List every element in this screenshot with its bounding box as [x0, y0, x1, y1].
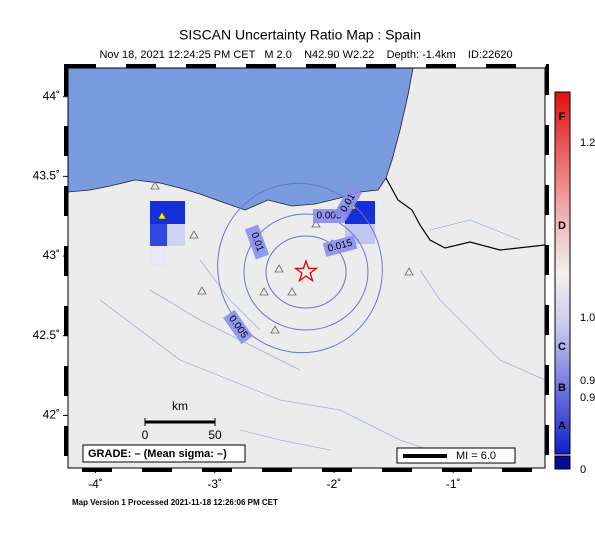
scale-start: 0 — [142, 428, 149, 442]
mi: MI = 6.0 — [456, 450, 496, 462]
rivers — [99, 219, 545, 461]
stations — [150, 181, 414, 334]
lat-tick-label: 42.5˚ — [33, 328, 60, 342]
colorbar-label: F — [559, 111, 566, 123]
scale-unit: km — [172, 399, 188, 413]
lon-tick-label: -2˚ — [327, 477, 342, 491]
title: SISCAN Uncertainty Ratio Map : Spain — [179, 27, 421, 43]
lon-tick-label: -4˚ — [88, 477, 103, 491]
sea — [68, 68, 414, 211]
station-active — [157, 211, 167, 220]
colorbar-label: B — [558, 382, 566, 394]
colorbar — [554, 91, 571, 455]
colorbar-label: C — [558, 341, 566, 353]
scale-bar: km 0 50 — [142, 399, 222, 442]
contour-label: 0.015 — [322, 235, 358, 257]
border — [385, 177, 545, 251]
lon-tick-label: -1˚ — [446, 477, 461, 491]
lat-tick-label: 42˚ — [43, 408, 60, 422]
epicenter — [293, 259, 319, 283]
contour-label: 0.01 — [244, 224, 270, 260]
scale-end-label: 50 — [208, 428, 222, 442]
colorbar-label: 0 — [580, 464, 586, 476]
colorbar-label: D — [558, 220, 566, 232]
colorbar-label: 0.9 — [580, 392, 595, 404]
mi-box — [396, 447, 516, 464]
colorbar-label: 1.2 — [580, 137, 595, 149]
contour-label-bg — [244, 224, 270, 260]
colorbar-label: 1.0 — [580, 312, 595, 324]
colorbar-label: A — [558, 420, 566, 432]
contour-label-bg — [333, 185, 363, 221]
subtitle: Nov 18, 2021 12:24:25 PM CET M 2.0 N42.9… — [99, 49, 512, 61]
contour-label-bg — [223, 309, 253, 345]
lon-tick-label: -3˚ — [207, 477, 222, 491]
lat-tick-label: 43.5˚ — [33, 169, 60, 183]
lat-tick-label: 44˚ — [43, 89, 60, 103]
contour-label-bg — [322, 235, 358, 257]
grade: GRADE: – (Mean sigma: –) — [88, 448, 227, 460]
colorbar-base — [554, 455, 571, 470]
grade-box — [82, 444, 246, 463]
frame-ticks — [64, 64, 549, 472]
contours — [217, 182, 383, 354]
lat-tick-label: 43˚ — [43, 248, 60, 262]
contour-label-text: 0.005 — [316, 211, 341, 222]
footer: Map Version 1 Processed 2021-11-18 12:26… — [72, 498, 278, 507]
colorbar-label: 0.9 — [580, 375, 595, 387]
colorbar-labels: F 1.2 D 1.0 C 0.9 B 0.9 A 0 — [558, 111, 595, 476]
